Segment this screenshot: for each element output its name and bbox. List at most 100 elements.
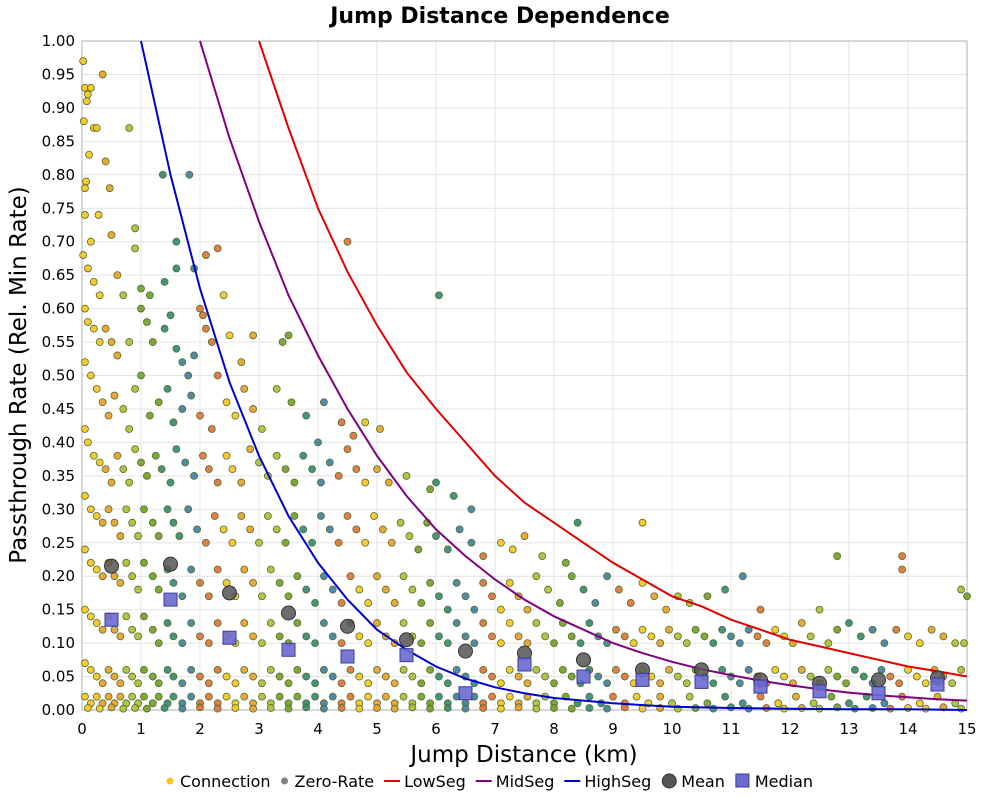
scatter-point (343, 237, 352, 246)
mean-marker (399, 632, 414, 648)
scatter-point (134, 585, 142, 594)
scatter-point (163, 505, 172, 514)
scatter-point (833, 672, 842, 681)
scatter-point (505, 619, 514, 627)
scatter-point (337, 599, 346, 607)
scatter-point (470, 605, 479, 614)
scatter-point (213, 371, 222, 380)
scatter-point (337, 418, 346, 427)
scatter-point (163, 619, 172, 627)
scatter-point (299, 525, 308, 534)
scatter-point (311, 692, 319, 701)
scatter-point (585, 619, 594, 627)
scatter-point (877, 665, 886, 674)
scatter-point (435, 291, 443, 300)
scatter-point (228, 538, 237, 547)
scatter-point (107, 703, 116, 712)
curve-lowseg (258, 40, 968, 678)
scatter-point (809, 699, 818, 708)
scatter-point (134, 532, 142, 540)
scatter-point (222, 451, 231, 460)
scatter-point (169, 632, 178, 641)
scatter-point (140, 665, 148, 674)
scatter-point (128, 572, 137, 581)
scatter-point (352, 465, 361, 474)
scatter-point (92, 124, 101, 132)
scatter-point (638, 625, 647, 634)
scatter-point (104, 411, 113, 420)
scatter-point (523, 679, 532, 688)
scatter-point (119, 405, 128, 413)
scatter-point (399, 572, 408, 581)
scatter-point (381, 585, 390, 594)
scatter-point (317, 478, 325, 487)
scatter-point (122, 612, 131, 621)
scatter-point (113, 351, 122, 360)
curve-midseg (199, 40, 968, 702)
scatter-point (281, 465, 290, 474)
scatter-point (240, 665, 249, 674)
scatter-point (131, 384, 140, 393)
scatter-point (417, 599, 426, 607)
y-tick-label: 0.40 (42, 433, 75, 451)
scatter-point (125, 425, 134, 433)
scatter-point (213, 565, 222, 574)
scatter-point (154, 692, 163, 701)
scatter-point (921, 679, 930, 688)
scatter-point (222, 398, 231, 407)
scatter-point (682, 639, 691, 647)
scatter-point (249, 331, 258, 340)
scatter-point (81, 692, 89, 701)
x-tick-labels: 0 1 2 3 4 5 6 7 8 9 10 11 12 13 14 15 (77, 720, 976, 738)
scatter-point (193, 525, 201, 534)
scatter-point (700, 632, 709, 641)
scatter-point (361, 478, 370, 487)
scatter-point (408, 703, 417, 712)
scatter-point (86, 612, 95, 621)
scatter-point (98, 398, 107, 407)
scatter-point (293, 692, 302, 701)
scatter-point (496, 639, 505, 647)
scatter-point (166, 311, 175, 320)
scatter-point (148, 699, 157, 708)
scatter-point (98, 518, 107, 527)
scatter-point (258, 692, 266, 701)
scatter-point (612, 665, 620, 674)
mean-marker (458, 643, 473, 659)
scatter-point (169, 418, 178, 427)
scatter-point (237, 478, 246, 487)
scatter-point (771, 665, 780, 674)
scatter-point (92, 619, 101, 627)
scatter-point (107, 231, 116, 239)
scatter-point (576, 639, 585, 647)
scatter-point (125, 478, 134, 487)
scatter-point (567, 572, 576, 581)
scatter-point (284, 331, 293, 340)
scatter-point (137, 371, 145, 380)
scatter-point (148, 672, 157, 681)
scatter-point (107, 338, 116, 346)
scatter-point (128, 692, 137, 701)
median-markers (104, 592, 945, 701)
scatter-point (479, 704, 488, 712)
scatter-point (302, 585, 311, 594)
scatter-point (101, 157, 110, 166)
scatter-point (137, 284, 145, 293)
scatter-point (558, 665, 567, 674)
scatter-point (240, 692, 249, 701)
scatter-point (145, 291, 154, 300)
scatter-point (275, 692, 284, 701)
scatter-point (376, 425, 384, 433)
scatter-point (82, 97, 91, 106)
scatter-point (538, 552, 547, 561)
scatter-point (948, 679, 957, 688)
scatter-point (797, 665, 806, 674)
median-marker (930, 677, 945, 692)
scatter-point (402, 471, 411, 480)
scatter-point (172, 344, 181, 353)
scatter-point (263, 512, 272, 520)
scatter-point (325, 458, 334, 467)
scatter-point (101, 324, 110, 333)
scatter-point (249, 704, 258, 713)
